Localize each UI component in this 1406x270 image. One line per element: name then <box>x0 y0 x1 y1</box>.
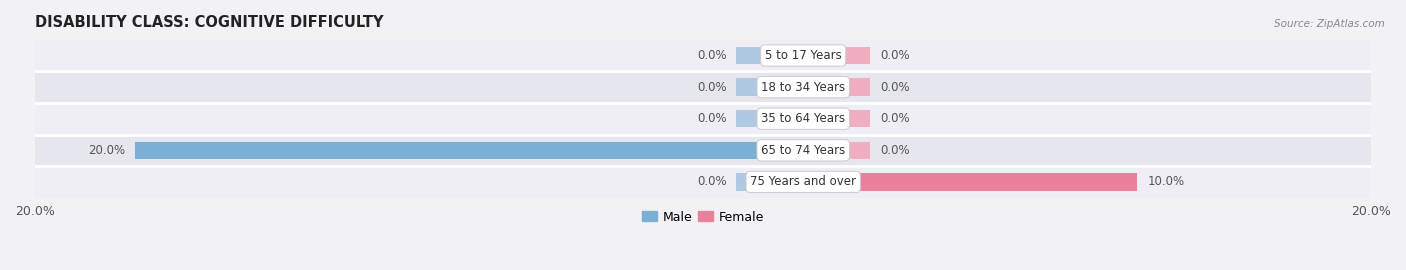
Bar <box>803 78 870 96</box>
Bar <box>135 142 803 159</box>
Text: 20.0%: 20.0% <box>89 144 125 157</box>
Text: 0.0%: 0.0% <box>880 81 910 94</box>
Text: 10.0%: 10.0% <box>1147 176 1184 188</box>
Legend: Male, Female: Male, Female <box>637 205 769 228</box>
Text: 0.0%: 0.0% <box>697 49 727 62</box>
Bar <box>737 78 803 96</box>
Bar <box>803 47 870 64</box>
Text: 0.0%: 0.0% <box>697 112 727 125</box>
Bar <box>35 103 1371 134</box>
Bar <box>35 71 1371 103</box>
Text: 5 to 17 Years: 5 to 17 Years <box>765 49 842 62</box>
Text: 75 Years and over: 75 Years and over <box>751 176 856 188</box>
Text: DISABILITY CLASS: COGNITIVE DIFFICULTY: DISABILITY CLASS: COGNITIVE DIFFICULTY <box>35 15 384 30</box>
Bar <box>803 173 1137 191</box>
Text: 0.0%: 0.0% <box>697 176 727 188</box>
Text: 0.0%: 0.0% <box>697 81 727 94</box>
Text: 65 to 74 Years: 65 to 74 Years <box>761 144 845 157</box>
Bar <box>803 142 870 159</box>
Text: 0.0%: 0.0% <box>880 49 910 62</box>
Bar <box>737 47 803 64</box>
Text: 0.0%: 0.0% <box>880 112 910 125</box>
Text: 35 to 64 Years: 35 to 64 Years <box>761 112 845 125</box>
Bar <box>35 166 1371 198</box>
Bar <box>737 110 803 127</box>
Bar <box>737 173 803 191</box>
Text: Source: ZipAtlas.com: Source: ZipAtlas.com <box>1274 19 1385 29</box>
Text: 18 to 34 Years: 18 to 34 Years <box>761 81 845 94</box>
Bar <box>803 110 870 127</box>
Text: 0.0%: 0.0% <box>880 144 910 157</box>
Bar <box>35 40 1371 71</box>
Bar <box>35 134 1371 166</box>
